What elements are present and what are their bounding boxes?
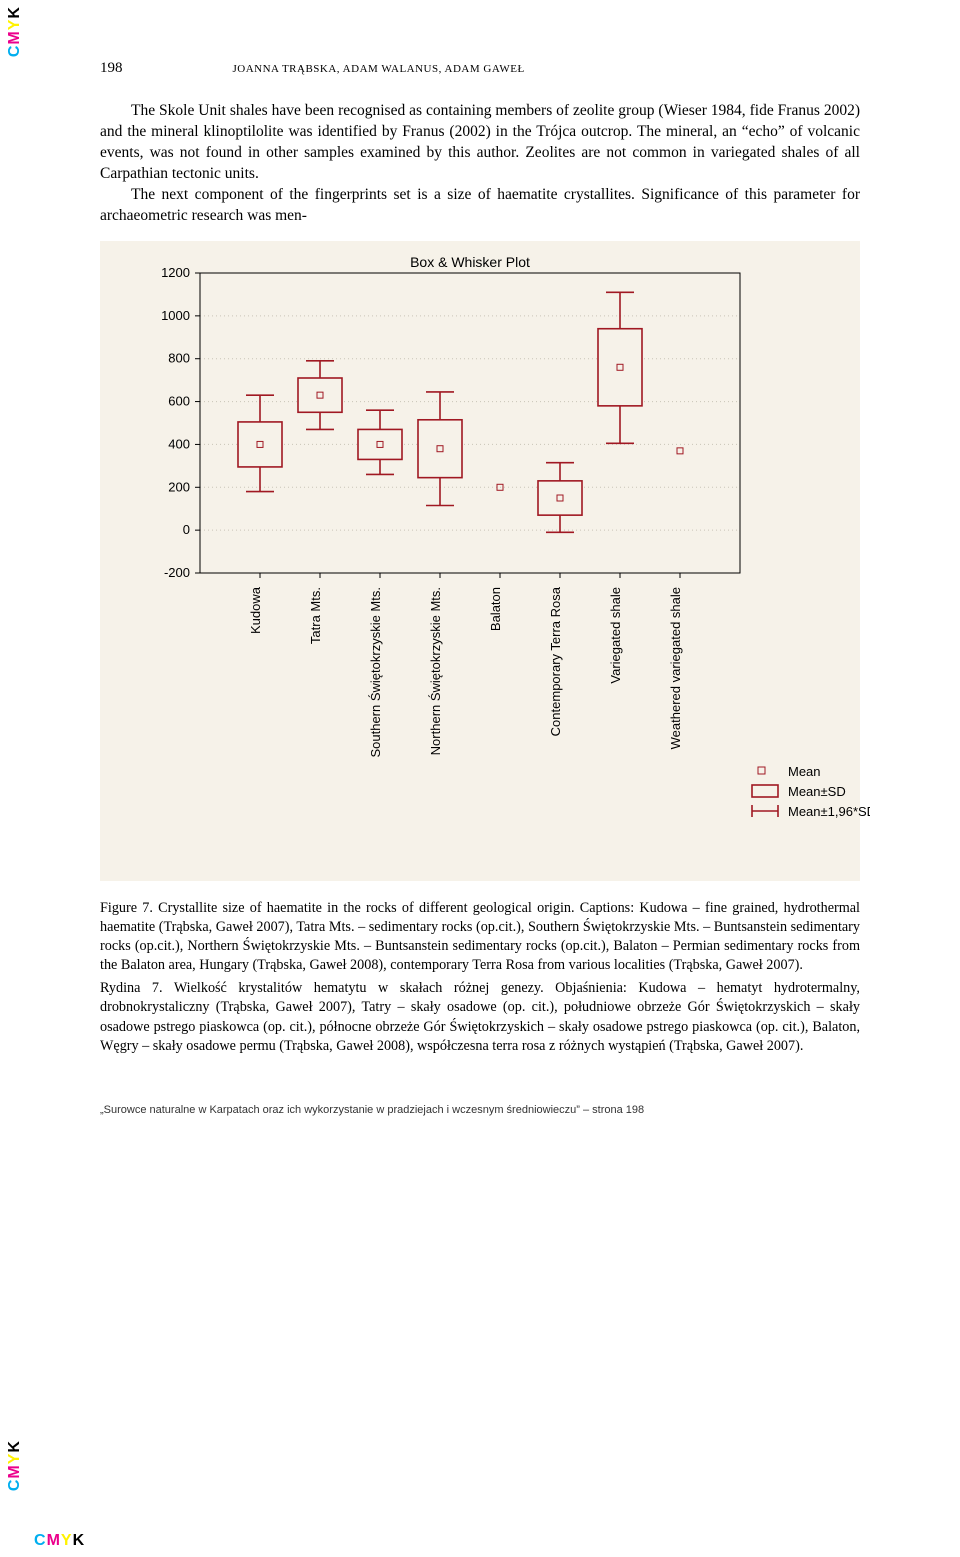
svg-text:Box & Whisker Plot: Box & Whisker Plot bbox=[410, 254, 530, 270]
paragraph-1: The Skole Unit shales have been recognis… bbox=[100, 101, 860, 185]
svg-text:1200: 1200 bbox=[161, 265, 190, 280]
svg-text:Mean: Mean bbox=[788, 764, 821, 779]
svg-text:0: 0 bbox=[183, 522, 190, 537]
figure-caption-en-text: Crystallite size of haematite in the roc… bbox=[100, 900, 860, 974]
figure-caption-pl: Rydina 7. Wielkość krystalitów hematytu … bbox=[100, 979, 860, 1056]
figure-caption-en: Figure 7. Crystallite size of haematite … bbox=[100, 899, 860, 976]
page-number: 198 bbox=[100, 60, 123, 77]
svg-text:Southern Świętokrzyskie Mts.: Southern Świętokrzyskie Mts. bbox=[368, 587, 383, 758]
svg-text:200: 200 bbox=[168, 479, 190, 494]
svg-text:Northern Świętokrzyskie Mts.: Northern Świętokrzyskie Mts. bbox=[428, 587, 443, 755]
footer-strip: „Surowce naturalne w Karpatach oraz ich … bbox=[0, 1100, 960, 1116]
svg-text:Kudowa: Kudowa bbox=[248, 586, 263, 634]
svg-text:Tatra Mts.: Tatra Mts. bbox=[308, 587, 323, 644]
svg-text:-200: -200 bbox=[164, 565, 190, 580]
cmyk-mark-bottom-left-1: CMYK bbox=[6, 1440, 24, 1491]
svg-text:Contemporary Terra Rosa: Contemporary Terra Rosa bbox=[548, 586, 563, 736]
svg-text:Variegated shale: Variegated shale bbox=[608, 587, 623, 684]
body-text: The Skole Unit shales have been recognis… bbox=[100, 101, 860, 227]
figure-label-en: Figure 7. bbox=[100, 900, 153, 916]
svg-text:600: 600 bbox=[168, 393, 190, 408]
figure-caption-pl-text: Wielkość krystalitów hematytu w skałach … bbox=[100, 980, 860, 1054]
svg-text:Mean±1,96*SD: Mean±1,96*SD bbox=[788, 804, 870, 819]
svg-text:Weathered variegated shale: Weathered variegated shale bbox=[668, 587, 683, 749]
running-head: 198 JOANNA TRĄBSKA, ADAM WALANUS, ADAM G… bbox=[100, 60, 860, 77]
page-content: 198 JOANNA TRĄBSKA, ADAM WALANUS, ADAM G… bbox=[0, 0, 960, 1100]
svg-text:400: 400 bbox=[168, 436, 190, 451]
svg-text:1000: 1000 bbox=[161, 307, 190, 322]
cmyk-mark-bottom-left-2: CMYK bbox=[34, 1532, 85, 1550]
boxplot-svg: Box & Whisker Plot -200 0 200 400 600 800 1000 1… bbox=[110, 251, 870, 871]
svg-text:800: 800 bbox=[168, 350, 190, 365]
svg-text:Mean±SD: Mean±SD bbox=[788, 784, 846, 799]
paragraph-2: The next component of the fingerprints s… bbox=[100, 185, 860, 227]
authors-line: JOANNA TRĄBSKA, ADAM WALANUS, ADAM GAWEŁ bbox=[233, 63, 525, 75]
figure-label-pl: Rydina 7. bbox=[100, 980, 163, 996]
svg-text:Balaton: Balaton bbox=[488, 587, 503, 631]
boxplot-figure: Box & Whisker Plot -200 0 200 400 600 800 1000 1… bbox=[100, 241, 860, 881]
